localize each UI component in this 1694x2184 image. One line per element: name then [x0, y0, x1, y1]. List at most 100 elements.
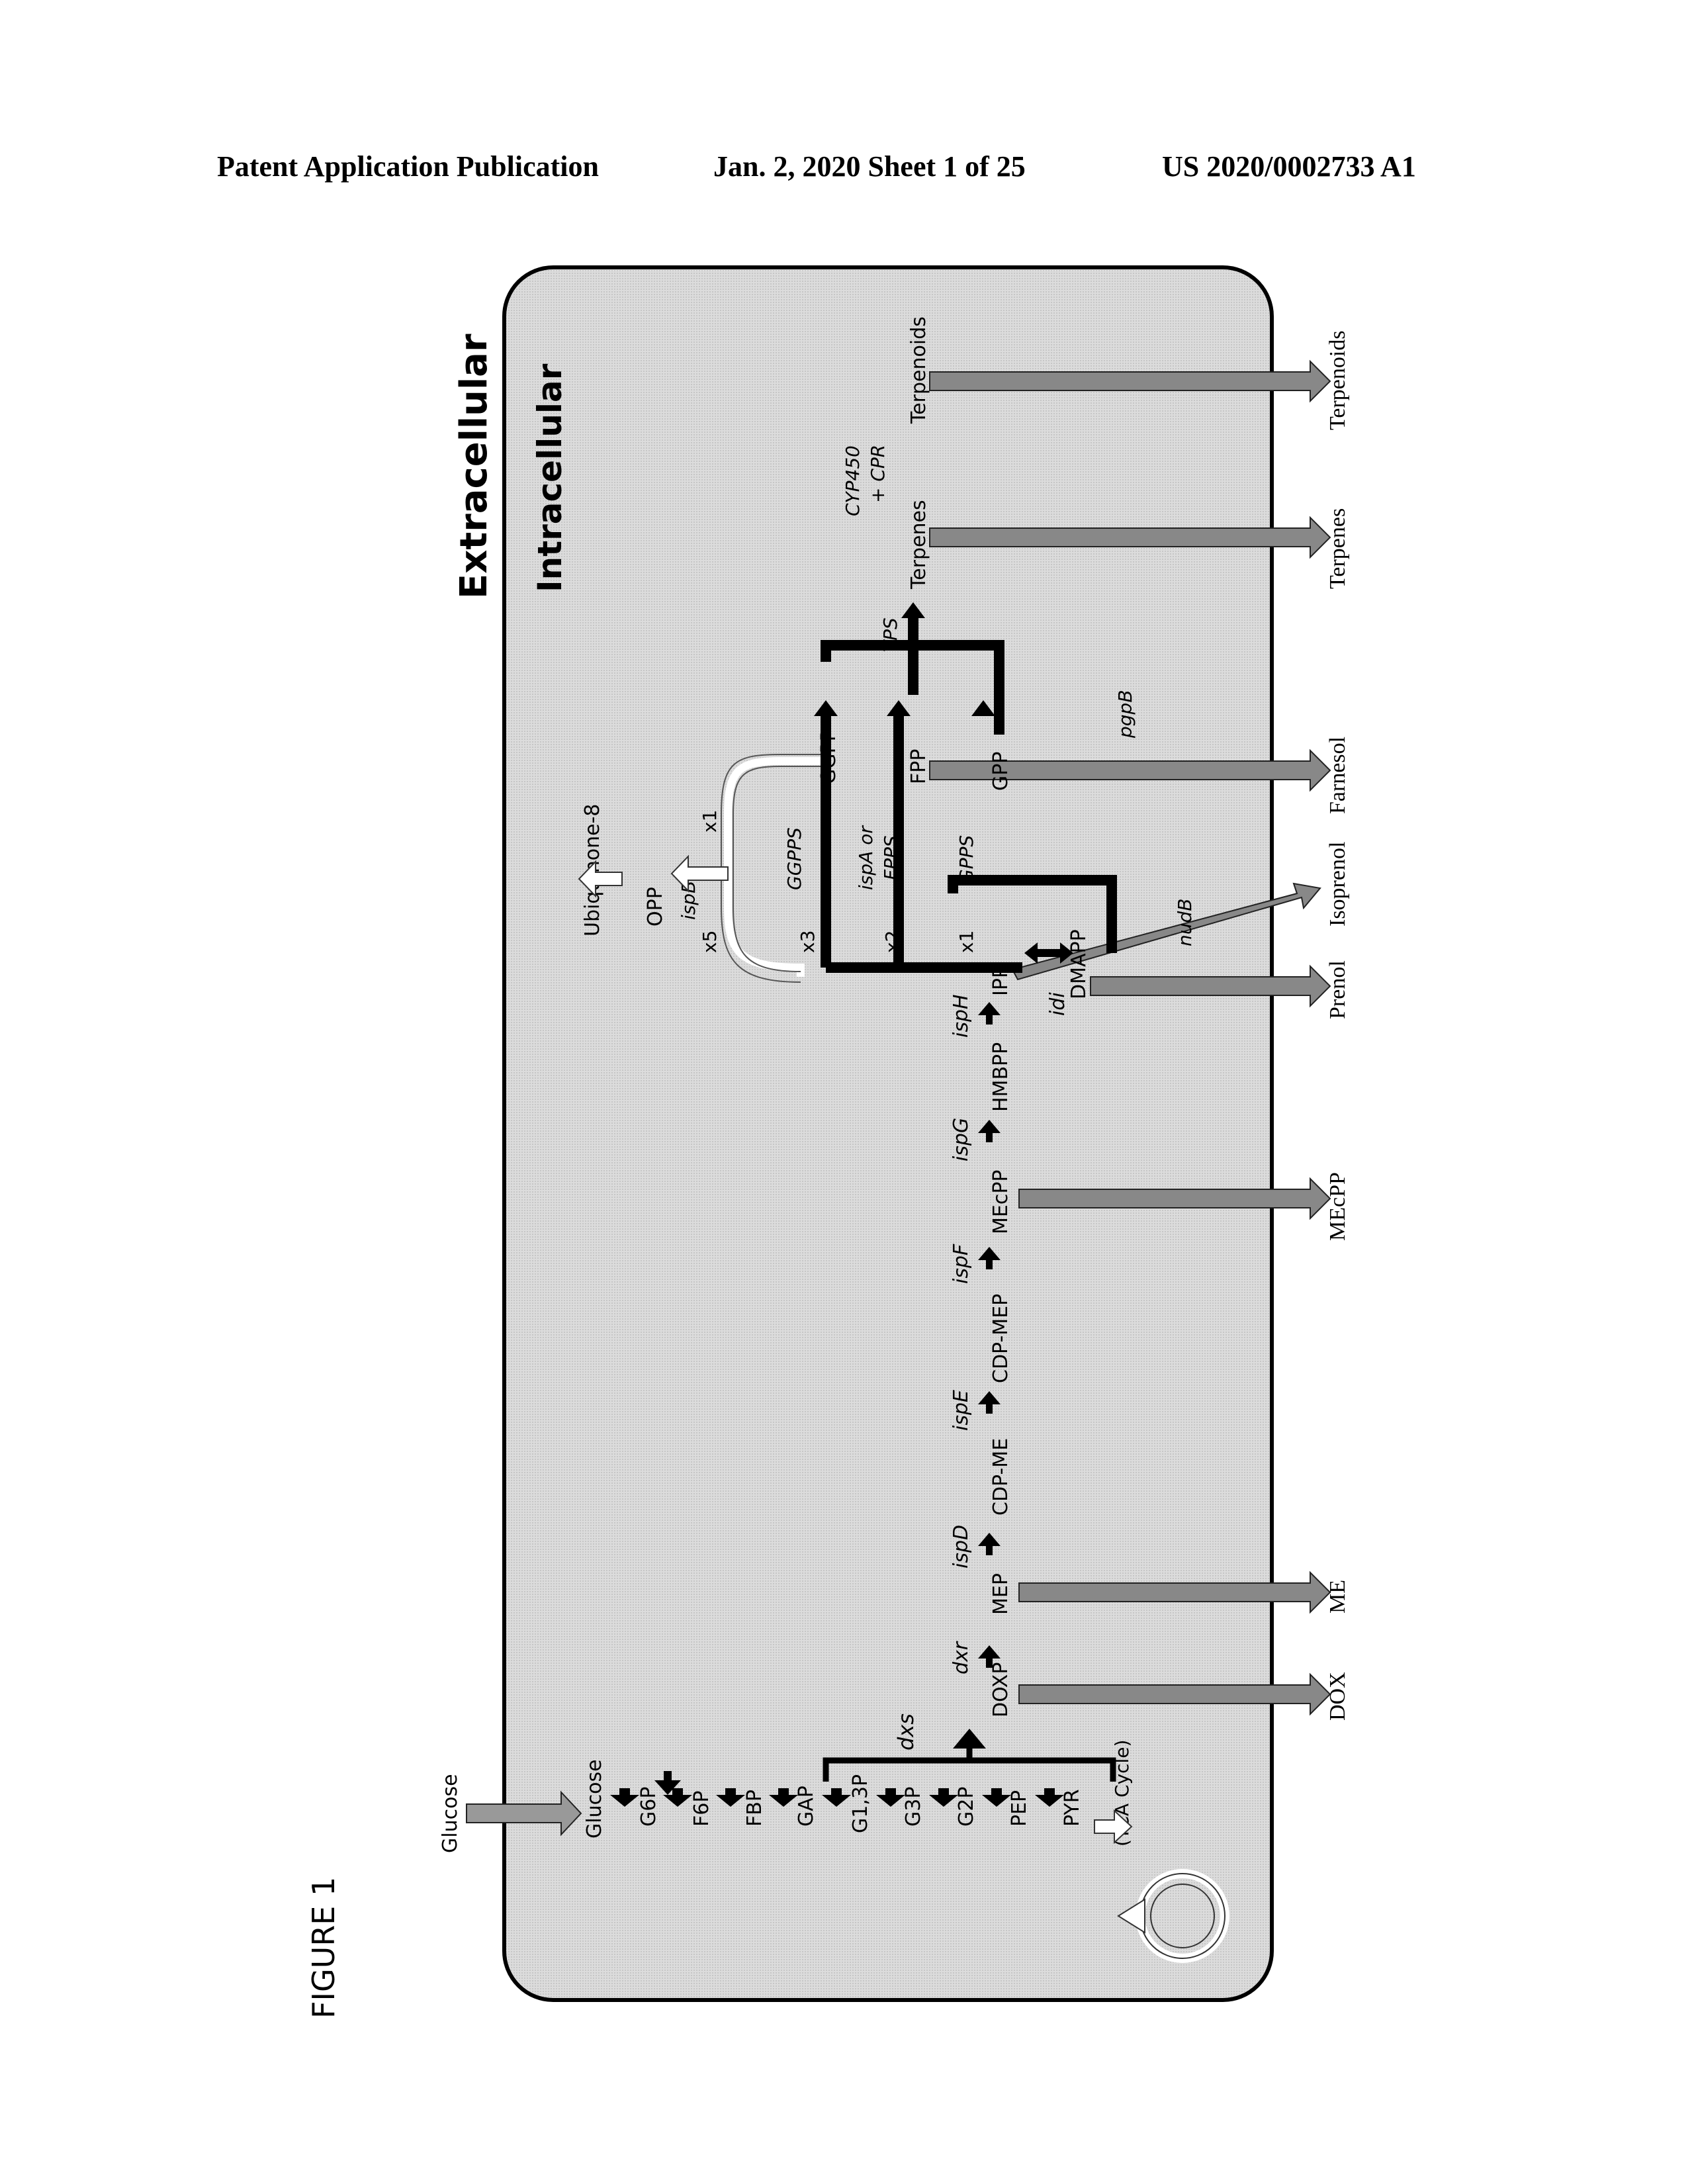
gap-pyr-bracket: dxs: [823, 1713, 1116, 1782]
intracellular-label: Intracellular: [531, 363, 569, 592]
product-me: ME: [1325, 1580, 1350, 1614]
mecpp-export-arrow: [1018, 1177, 1331, 1220]
glycolysis-labels: G6P F6P FBP GAP G1,3P G3P G2P PEP PYR: [637, 1774, 1084, 1833]
product-farnesol: Farnesol: [1325, 737, 1350, 814]
product-dox: DOX: [1325, 1672, 1350, 1721]
arrow: [978, 1247, 1001, 1269]
x3-ipp: x3: [797, 931, 819, 953]
mep-step-arrows: [978, 1002, 1001, 1668]
glycolysis-step-arrow: [822, 1788, 851, 1807]
cell-boundary: [502, 265, 1274, 2002]
pyr-label: PYR: [1061, 1789, 1084, 1827]
terpenoids-label: Terpenoids: [907, 316, 930, 424]
glycolysis-step-arrows: [610, 1788, 1064, 1807]
dxs-enzyme: dxs: [893, 1713, 918, 1751]
isoprenoid-arrowheads: [814, 602, 995, 716]
product-terpenoids: Terpenoids: [1325, 330, 1350, 430]
ispd-enzyme: ispD: [950, 1525, 973, 1569]
pep-label: PEP: [1008, 1790, 1031, 1827]
g2p-label: G2P: [955, 1787, 978, 1827]
g6p-label: G6P: [637, 1787, 660, 1827]
mep-enzymes: dxr ispD ispE ispF ispG ispH: [950, 994, 973, 1674]
glycolysis-step-arrow: [663, 1788, 692, 1807]
glycolysis-metabolite: Glucose: [583, 1759, 606, 1839]
glycolysis-step-arrow: [1035, 1788, 1064, 1807]
arrow: [654, 1771, 681, 1795]
cdp-me-label: CDP-ME: [989, 1438, 1012, 1516]
ispg-enzyme: ispG: [950, 1118, 973, 1161]
multipliers: x1 x2 x3 x5 x1: [699, 810, 977, 953]
fbp-label: FBP: [743, 1790, 766, 1827]
mecpp-label: MEcPP: [989, 1169, 1012, 1234]
gpps-enzyme: GPPS: [956, 835, 977, 884]
x2-ipp: x2: [881, 931, 903, 953]
mep-pathway: DOXP MEP CDP-ME CDP-MEP MEcPP HMBPP IPP: [989, 966, 1012, 1717]
glycolysis-arrows: [654, 1771, 681, 1795]
me-export-arrow: [1018, 1570, 1331, 1614]
tca-cycle: (TCA Cycle): [1094, 1740, 1229, 1963]
isoprenoid-enzymes: GPPS ispA or FPPS GGPPS TPS CYP450 + CPR…: [678, 445, 1196, 946]
g3p-label: G3P: [902, 1787, 925, 1827]
extracellular-label: Extracellular: [453, 334, 496, 599]
pgpb-enzyme: pgpB: [1114, 690, 1136, 739]
glycolysis-step-arrow: [769, 1788, 798, 1807]
x5-ipp: x5: [699, 931, 721, 953]
cyp450-line2: + CPR: [867, 445, 889, 503]
prenol-export-arrow: [1090, 964, 1331, 1008]
idi-enzyme: idi: [1046, 992, 1069, 1016]
ubiquinone-arrows: [578, 854, 729, 898]
x1-fpp: x1: [699, 810, 721, 833]
glycolysis-step-arrow: [610, 1788, 639, 1807]
pyr-to-tca-arrow: [1094, 1809, 1133, 1844]
dmapp-label: DMAPP: [1067, 929, 1091, 999]
opp-label: OPP: [644, 887, 667, 927]
glucose-outside-label: Glucose: [439, 1774, 462, 1853]
arrow: [978, 1120, 1001, 1142]
tps-enzyme: TPS: [879, 617, 901, 652]
fpps-enzyme-line2: FPPS: [880, 835, 902, 880]
publication-type: Patent Application Publication: [217, 150, 599, 183]
isoprenol-export-arrow: [1011, 882, 1321, 981]
glycolysis-step-arrow: [876, 1788, 905, 1807]
gap-label: GAP: [795, 1786, 818, 1827]
isph-enzyme: ispH: [950, 994, 973, 1038]
ubiquinone-branch: [724, 757, 821, 977]
idi-reaction: idi: [1024, 942, 1073, 1016]
product-labels: DOX ME MEcPP Prenol Isoprenol Farnesol T…: [1325, 330, 1350, 1721]
terpenoids-export-arrow: [929, 359, 1331, 403]
arrow: [978, 1002, 1001, 1024]
mep-label: MEP: [989, 1573, 1012, 1615]
isoprenoid-network: [821, 615, 1117, 973]
arrow: [978, 1391, 1001, 1414]
ispe-enzyme: ispE: [950, 1390, 973, 1431]
terpenes-export-arrow: [929, 516, 1331, 559]
dox-export-arrow: [1018, 1672, 1331, 1716]
publication-date-sheet: Jan. 2, 2020 Sheet 1 of 25: [713, 150, 1026, 183]
x1-ipp: x1: [956, 931, 977, 953]
glycolysis-chain: Glucose G6P: [583, 1759, 606, 1839]
product-prenol: Prenol: [1325, 960, 1350, 1019]
glucose-uptake: Glucose: [439, 1774, 582, 1853]
figure-label: FIGURE 1: [306, 1877, 341, 2019]
ispf-enzyme: ispF: [950, 1244, 973, 1284]
g13p-label: G1,3P: [849, 1774, 872, 1833]
gpp-label: GPP: [989, 752, 1012, 791]
arrow: [978, 1533, 1001, 1555]
glycolysis-step-arrow: [982, 1788, 1011, 1807]
fpps-enzyme-line1: ispA or: [855, 825, 877, 890]
fpp-label: FPP: [907, 749, 930, 784]
glycolysis-step-arrow: [929, 1788, 958, 1807]
ubiquinone-branch-outline: [721, 754, 821, 983]
arrow: [978, 1645, 1001, 1668]
product-mecpp: MEcPP: [1325, 1172, 1350, 1241]
ggpp-label: GGPP: [817, 729, 840, 784]
page-header: Patent Application Publication Jan. 2, 2…: [0, 147, 1694, 187]
hmbpp-label: HMBPP: [989, 1042, 1012, 1112]
gpp-bracket: [948, 875, 1117, 953]
publication-number: US 2020/0002733 A1: [1162, 150, 1416, 183]
f6p-label: F6P: [690, 1791, 713, 1827]
export-arrows: [929, 359, 1331, 1716]
ggpps-enzyme: GGPPS: [783, 827, 805, 890]
cyp450-line1: CYP450: [842, 445, 864, 516]
